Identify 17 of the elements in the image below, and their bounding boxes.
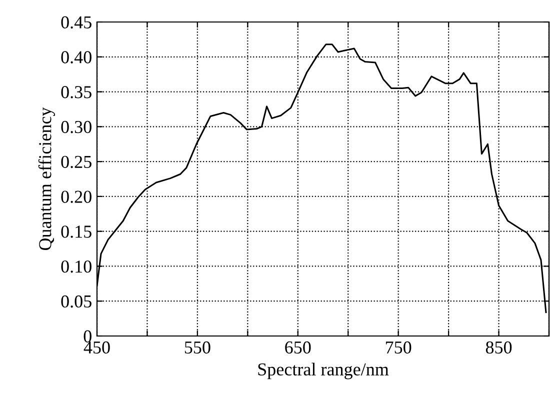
- y-tick-label: 0.35: [61, 86, 92, 98]
- x-tick-label: 550: [184, 341, 210, 354]
- y-axis-title: Quantum efficiency: [38, 107, 55, 250]
- x-tick-label: 650: [285, 341, 311, 354]
- x-tick-label: 450: [84, 341, 110, 354]
- x-tick-label: 750: [386, 341, 412, 354]
- x-axis-title: Spectral range/nm: [258, 362, 389, 380]
- y-tick-label: 0.20: [61, 190, 92, 203]
- y-tick-label: 0.30: [61, 120, 92, 134]
- y-tick-label: 0.10: [61, 260, 92, 273]
- y-tick-label: 0.05: [61, 295, 92, 308]
- y-tick-label: 0: [84, 330, 92, 342]
- y-tick-label: 0.40: [61, 51, 92, 64]
- y-tick-label: 0.45: [61, 16, 92, 29]
- y-tick-label: 0.25: [61, 156, 92, 168]
- y-tick-label: 0.15: [61, 226, 92, 238]
- x-tick-label: 850: [486, 341, 512, 354]
